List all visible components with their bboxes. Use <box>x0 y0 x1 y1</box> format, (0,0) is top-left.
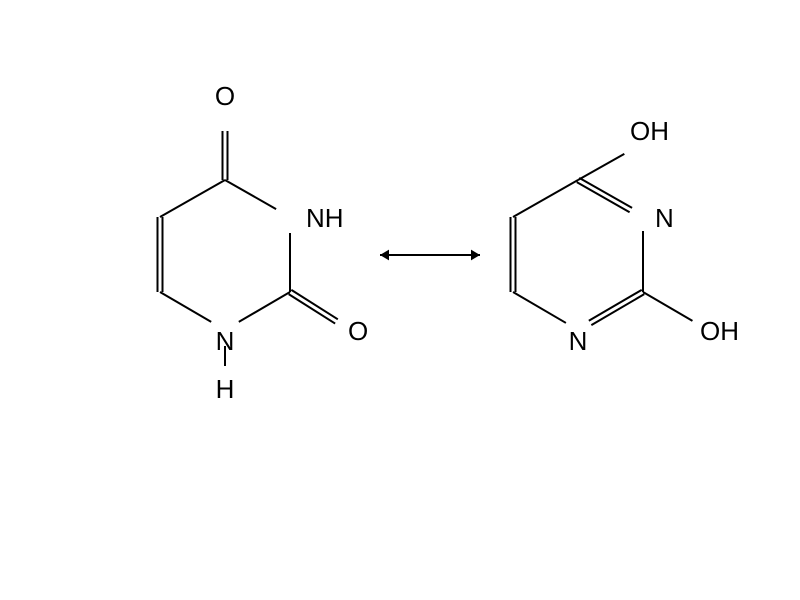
atom-label-o4: O <box>215 81 235 111</box>
atom-label-n1: N <box>569 326 588 356</box>
atom-label-oh2: OH <box>700 316 739 346</box>
atom-label-h1: H <box>216 374 235 404</box>
atom-label-n3: N <box>655 203 674 233</box>
atom-label-nh3: NH <box>306 203 344 233</box>
molecule-left: O NH O NH <box>158 81 369 404</box>
atom-label-o2: O <box>348 316 368 346</box>
molecule-right: OH N OH N <box>511 116 740 356</box>
atom-label-n1: N <box>216 326 235 356</box>
resonance-arrow <box>380 250 480 261</box>
atom-label-oh4: OH <box>630 116 669 146</box>
chemical-diagram: ONHONHOHNOHN <box>0 0 800 600</box>
